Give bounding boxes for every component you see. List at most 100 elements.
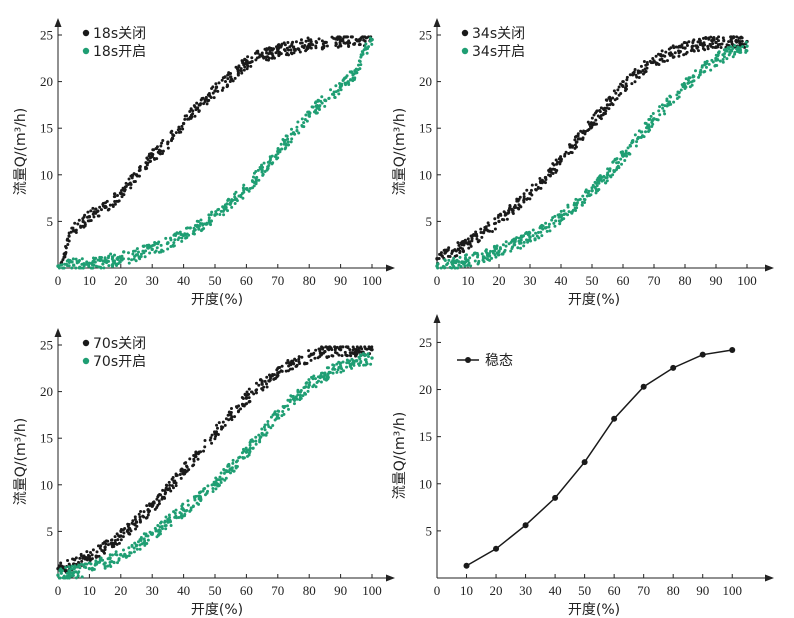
y-tick-label: 20 bbox=[419, 74, 432, 89]
scatter-point bbox=[548, 167, 552, 171]
scatter-point bbox=[286, 140, 290, 144]
data-point bbox=[714, 40, 718, 45]
scatter-point bbox=[275, 368, 279, 372]
scatter-point bbox=[306, 44, 310, 48]
x-tick-label: 40 bbox=[549, 583, 562, 598]
scatter-point bbox=[276, 146, 280, 150]
scatter-point bbox=[179, 476, 183, 480]
scatter-point bbox=[364, 363, 368, 367]
scatter-point bbox=[65, 571, 69, 575]
scatter-point bbox=[164, 486, 168, 490]
scatter-point bbox=[283, 49, 287, 53]
scatter-point bbox=[287, 53, 291, 57]
scatter-point bbox=[336, 368, 340, 372]
scatter-point bbox=[624, 149, 628, 153]
scatter-point bbox=[97, 554, 101, 558]
scatter-point bbox=[503, 213, 507, 217]
scatter-point bbox=[102, 266, 106, 270]
scatter-point bbox=[558, 162, 562, 166]
scatter-point bbox=[104, 205, 108, 209]
scatter-point bbox=[324, 99, 328, 103]
scatter-point bbox=[677, 90, 681, 94]
scatter-point bbox=[338, 82, 342, 86]
scatter-point bbox=[306, 110, 310, 114]
scatter-point bbox=[443, 259, 447, 263]
x-tick-label: 60 bbox=[240, 273, 253, 288]
x-tick-label: 60 bbox=[617, 273, 630, 288]
scatter-point bbox=[510, 207, 514, 211]
x-axis-title: 开度(%) bbox=[568, 602, 620, 618]
scatter-point bbox=[314, 104, 318, 108]
scatter-point bbox=[499, 213, 503, 217]
scatter-point bbox=[138, 518, 142, 522]
x-tick-label: 0 bbox=[434, 273, 441, 288]
scatter-point bbox=[698, 39, 702, 43]
scatter-point bbox=[275, 373, 279, 377]
scatter-point bbox=[728, 51, 732, 55]
scatter-point bbox=[669, 95, 673, 99]
scatter-point bbox=[364, 36, 368, 40]
scatter-point bbox=[294, 364, 298, 368]
scatter-point bbox=[536, 185, 540, 189]
scatter-point bbox=[160, 497, 164, 501]
scatter-point bbox=[544, 225, 548, 229]
scatter-point bbox=[517, 236, 521, 240]
scatter-point bbox=[717, 39, 721, 43]
scatter-point bbox=[133, 517, 137, 521]
scatter-point bbox=[90, 261, 94, 265]
scatter-point bbox=[80, 262, 84, 266]
series-18s关闭 bbox=[59, 35, 374, 266]
scatter-point bbox=[119, 538, 123, 542]
scatter-point bbox=[161, 139, 165, 143]
scatter-point bbox=[252, 184, 256, 188]
scatter-point bbox=[106, 539, 110, 543]
scatter-point bbox=[648, 128, 652, 132]
scatter-point bbox=[63, 255, 67, 259]
scatter-point bbox=[695, 44, 699, 48]
scatter-point bbox=[666, 102, 670, 106]
scatter-point bbox=[294, 40, 298, 44]
scatter-point bbox=[559, 155, 563, 159]
scatter-point bbox=[681, 46, 685, 50]
data-point bbox=[87, 566, 92, 571]
scatter-point bbox=[593, 122, 597, 126]
scatter-point bbox=[607, 107, 611, 111]
scatter-point bbox=[590, 125, 594, 129]
x-tick-label: 50 bbox=[209, 583, 222, 598]
scatter-point bbox=[621, 150, 625, 154]
scatter-point bbox=[513, 240, 517, 244]
scatter-point bbox=[74, 556, 78, 560]
scatter-point bbox=[315, 111, 319, 115]
scatter-point bbox=[267, 160, 271, 164]
scatter-point bbox=[142, 244, 146, 248]
scatter-point bbox=[594, 181, 598, 185]
scatter-point bbox=[345, 358, 349, 362]
scatter-point bbox=[280, 147, 284, 151]
scatter-point bbox=[677, 54, 681, 58]
scatter-point bbox=[467, 240, 471, 244]
scatter-point bbox=[457, 263, 461, 267]
scatter-point bbox=[280, 42, 284, 46]
scatter-point bbox=[135, 524, 139, 528]
scatter-point bbox=[265, 382, 269, 386]
scatter-point bbox=[101, 549, 105, 553]
scatter-point bbox=[489, 249, 493, 253]
scatter-point bbox=[236, 71, 240, 75]
scatter-point bbox=[665, 97, 669, 101]
scatter-point bbox=[221, 209, 225, 213]
scatter-point bbox=[654, 54, 658, 58]
scatter-point bbox=[345, 365, 349, 369]
scatter-point bbox=[474, 230, 478, 234]
scatter-point bbox=[142, 510, 146, 514]
scatter-point bbox=[133, 249, 137, 253]
scatter-point bbox=[457, 260, 461, 264]
legend-label: 34s关闭 bbox=[472, 26, 525, 42]
scatter-point bbox=[697, 75, 701, 79]
scatter-point bbox=[133, 515, 137, 519]
axes: 0 10 20 30 40 50 60 70 80 90 100 5 10 15 20 25 开度(%) 流量Q/… bbox=[392, 314, 774, 618]
scatter-point bbox=[534, 183, 538, 187]
scatter-point bbox=[531, 234, 535, 238]
scatter-point bbox=[180, 239, 184, 243]
scatter-point bbox=[112, 561, 116, 565]
